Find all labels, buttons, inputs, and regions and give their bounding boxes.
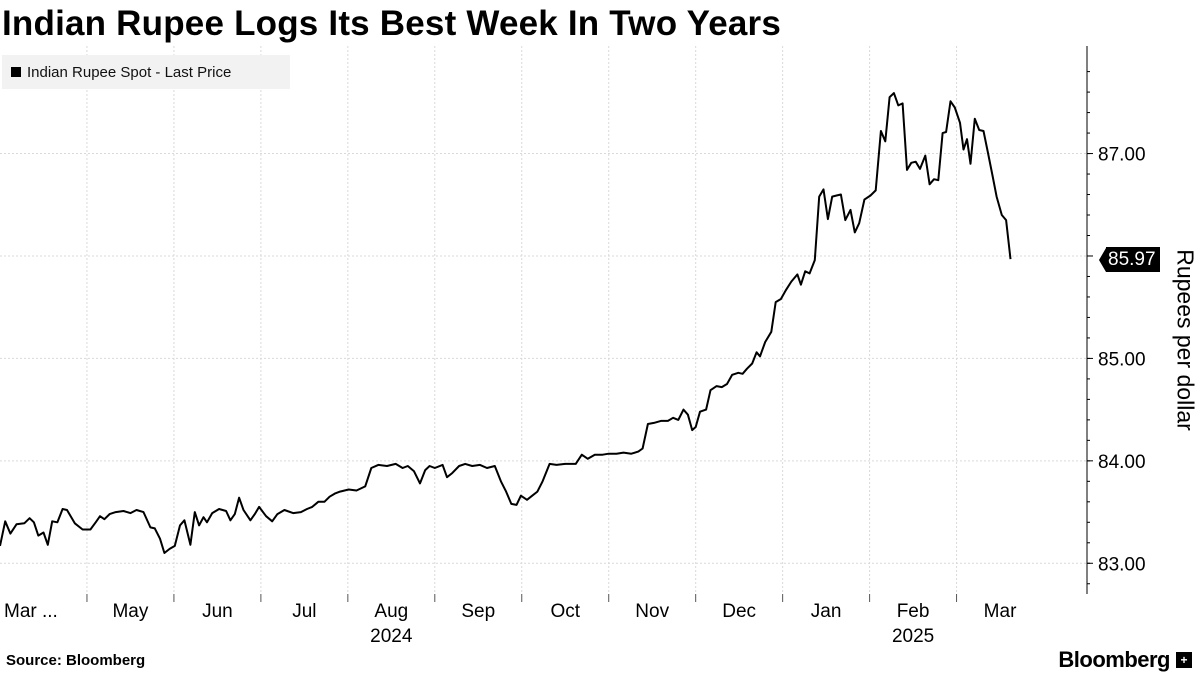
- x-tick-label: Jun: [202, 601, 233, 622]
- bloomberg-terminal-icon: +: [1176, 652, 1192, 668]
- x-tick-label: Mar ...: [4, 601, 58, 622]
- series-layer: [0, 92, 1012, 554]
- legend-swatch: [11, 67, 21, 77]
- x-tick-label: Dec: [722, 601, 756, 622]
- brand-name: Bloomberg: [1058, 647, 1170, 672]
- x-tick-label: Nov: [635, 601, 669, 622]
- legend-label: Indian Rupee Spot - Last Price: [27, 63, 232, 81]
- x-tick-label: Aug: [374, 601, 408, 622]
- x-tick-label: Mar: [984, 601, 1017, 622]
- x-year-label: 2025: [892, 626, 934, 647]
- y-axis-label: Rupees per dollar: [1172, 249, 1199, 431]
- y-tick-label: 87.00: [1098, 145, 1146, 166]
- x-tick-label: Jan: [811, 601, 842, 622]
- gridlines: [0, 46, 1087, 594]
- legend: Indian Rupee Spot - Last Price: [2, 55, 290, 89]
- last-price-marker: 85.97: [1099, 247, 1160, 272]
- tick-labels: 83.00 84.00 85.00 87.00 Mar ... May Jun Jul Aug 2…: [4, 145, 1146, 647]
- last-price-value: 85.97: [1106, 247, 1160, 272]
- source-note: Source: Bloomberg: [6, 652, 146, 669]
- chart-title: Indian Rupee Logs Its Best Week In Two Y…: [2, 4, 782, 43]
- x-year-label: 2024: [370, 626, 413, 647]
- series-line: [0, 92, 1012, 554]
- x-tick-label: Feb: [897, 601, 930, 622]
- axes: [86, 46, 1093, 602]
- last-price-arrow: [1099, 247, 1106, 272]
- y-tick-label: 85.00: [1098, 349, 1146, 370]
- x-tick-label: Sep: [461, 601, 495, 622]
- y-tick-label: 83.00: [1098, 554, 1146, 575]
- x-tick-label: Oct: [550, 601, 580, 622]
- brand-logo: Bloomberg +: [1058, 647, 1192, 673]
- y-tick-label: 84.00: [1098, 452, 1146, 473]
- x-tick-label: Jul: [292, 601, 316, 622]
- x-tick-label: May: [112, 601, 148, 622]
